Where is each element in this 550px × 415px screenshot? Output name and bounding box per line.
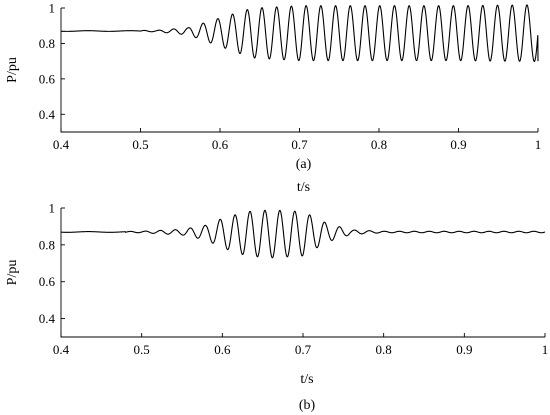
x-tick-label: 0.9 <box>450 137 466 152</box>
y-tick-label: 1 <box>49 1 56 16</box>
y-tick-label: 0.4 <box>39 311 56 326</box>
x-tick-label: 0.9 <box>456 342 472 357</box>
panel-a: 0.4 0.5 0.6 0.7 0.8 0.9 1 0.4 0.6 0.8 1 P/pu t/s (a) <box>5 1 541 196</box>
x-tick-label: 1 <box>535 137 542 152</box>
x-tick-label: 0.5 <box>132 137 148 152</box>
y-tick-label: 0.8 <box>39 36 55 51</box>
power-trace-line <box>60 4 539 62</box>
x-tick-label: 0.6 <box>212 137 229 152</box>
x-tick-label: 0.4 <box>53 137 70 152</box>
x-tick-label: 0.8 <box>376 342 392 357</box>
y-tick-label: 1 <box>49 201 56 216</box>
x-tick-label: 0.7 <box>291 137 308 152</box>
panel-caption: (b) <box>299 398 316 413</box>
x-tick-label: 0.8 <box>371 137 387 152</box>
x-tick-label: 1 <box>542 342 549 357</box>
x-axis-label: t/s <box>297 180 310 195</box>
axis-lines <box>60 8 538 133</box>
y-axis-label: P/pu <box>5 260 20 286</box>
x-tick-label: 0.5 <box>134 342 150 357</box>
x-axis-label: t/s <box>300 372 313 387</box>
panel-b: 0.4 0.5 0.6 0.7 0.8 0.9 1 0.4 0.6 0.8 1 P/pu t/s (b) <box>5 201 548 414</box>
y-tick-label: 0.6 <box>39 71 56 86</box>
axis-lines <box>60 208 545 338</box>
power-trace-line <box>60 209 546 259</box>
y-tick-label: 0.8 <box>39 237 55 252</box>
panel-caption: (a) <box>296 157 312 172</box>
y-tick-label: 0.4 <box>39 107 56 122</box>
y-axis-label: P/pu <box>5 57 20 83</box>
x-tick-label: 0.7 <box>295 342 312 357</box>
x-tick-label: 0.4 <box>53 342 70 357</box>
x-tick-label: 0.6 <box>214 342 231 357</box>
y-tick-label: 0.6 <box>39 274 56 289</box>
